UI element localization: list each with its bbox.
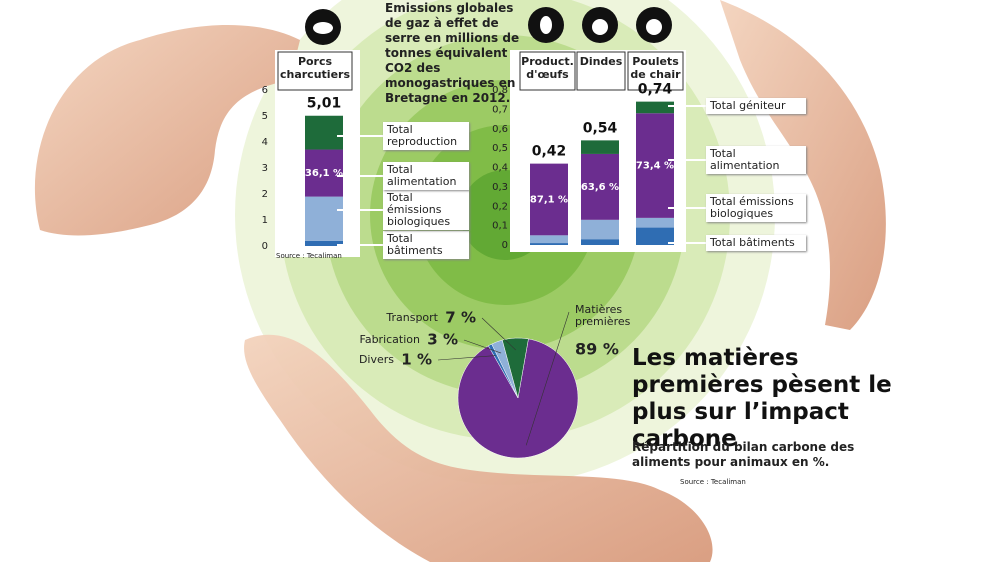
- bar-segment: [581, 153, 619, 220]
- legend-entry: Total émissions biologiques: [706, 194, 806, 222]
- bar-segment: [305, 149, 343, 197]
- header-box: [519, 51, 576, 91]
- y-tick-label: 6: [262, 85, 268, 96]
- legend-entry: Total reproduction: [383, 122, 469, 150]
- bar-segment: [581, 239, 619, 245]
- legend-entry: Total bâtiments: [706, 235, 806, 251]
- total-label: 0,42: [532, 144, 567, 160]
- category-label: Product. d'œufs: [521, 55, 574, 81]
- bar-segment: [530, 243, 568, 245]
- y-tick-label: 0,3: [492, 182, 508, 193]
- slice-value: 7 %: [445, 309, 476, 327]
- bar-segment: [581, 140, 619, 154]
- source: Source : Tecaliman: [680, 478, 746, 486]
- legend-entry: Total bâtiments: [383, 231, 469, 259]
- leader-line: [437, 355, 496, 361]
- slice-value: 1 %: [401, 351, 432, 369]
- slice-value: 89 %: [575, 340, 619, 359]
- bar-segment: [305, 115, 343, 150]
- y-tick-label: 0,1: [492, 221, 508, 232]
- y-tick-label: 0: [262, 241, 268, 252]
- y-tick-label: 4: [262, 137, 268, 148]
- leader-line: [463, 339, 502, 354]
- bar-segment: [636, 101, 674, 114]
- category-label: Poulets de chair: [630, 55, 681, 81]
- bar-segment: [636, 113, 674, 218]
- total-label: 0,54: [583, 120, 618, 136]
- category-label: Porcs charcutiers: [279, 55, 350, 81]
- legend-entry: Total alimentation: [383, 162, 469, 190]
- y-tick-label: 0,6: [492, 124, 508, 135]
- category-label: Dindes: [579, 55, 623, 68]
- y-tick-label: 0: [502, 240, 508, 251]
- y-tick-label: 0,8: [492, 85, 508, 96]
- header-box: [576, 51, 626, 91]
- chart-subtitle: Répartition du bilan carbone des aliment…: [632, 440, 855, 469]
- share-label: 63,6 %: [581, 182, 619, 193]
- slice-value: 3 %: [427, 331, 458, 349]
- slice-label: Transport: [385, 311, 438, 324]
- icons: [305, 7, 672, 45]
- bar-segment: [305, 240, 343, 246]
- legend-entry: Total alimentation: [706, 146, 806, 174]
- slice-label: Matières premières: [575, 303, 631, 328]
- source: Source : Tecaliman: [276, 252, 342, 260]
- header-box: [277, 51, 353, 91]
- pie-slice: [457, 338, 579, 459]
- y-tick-label: 2: [262, 189, 268, 200]
- chart-title: Les matières premières pèsent le plus su…: [632, 345, 892, 452]
- legend-entry: Total émissions biologiques: [383, 190, 469, 230]
- y-tick-label: 0,7: [492, 104, 508, 115]
- bar-segment: [581, 219, 619, 240]
- bar-segment: [305, 196, 343, 241]
- share-label: 87,1 %: [530, 194, 568, 205]
- slice-label: Divers: [359, 353, 394, 366]
- y-tick-label: 0,5: [492, 143, 508, 154]
- bar-segment: [636, 227, 674, 245]
- y-tick-label: 0,4: [492, 163, 508, 174]
- leader-line: [525, 311, 570, 446]
- total-label: 5,01: [307, 96, 342, 112]
- bar-segment: [636, 217, 674, 228]
- leader-line: [481, 317, 517, 351]
- total-label: 0,74: [638, 82, 673, 98]
- chart-title: Emissions globales de gaz à effet de ser…: [385, 1, 520, 105]
- y-tick-label: 1: [262, 215, 268, 226]
- header-box: [627, 51, 684, 91]
- y-tick-label: 3: [262, 163, 268, 174]
- bar-segment: [530, 163, 568, 236]
- share-label: 36,1 %: [305, 168, 343, 179]
- pie-slice: [501, 337, 529, 399]
- bar-segment: [530, 235, 568, 244]
- slice-label: Fabrication: [360, 333, 421, 346]
- y-tick-label: 5: [262, 111, 268, 122]
- legend-entry: Total géniteur: [706, 98, 806, 114]
- share-label: 73,4 %: [636, 161, 674, 172]
- y-tick-label: 0,2: [492, 201, 508, 212]
